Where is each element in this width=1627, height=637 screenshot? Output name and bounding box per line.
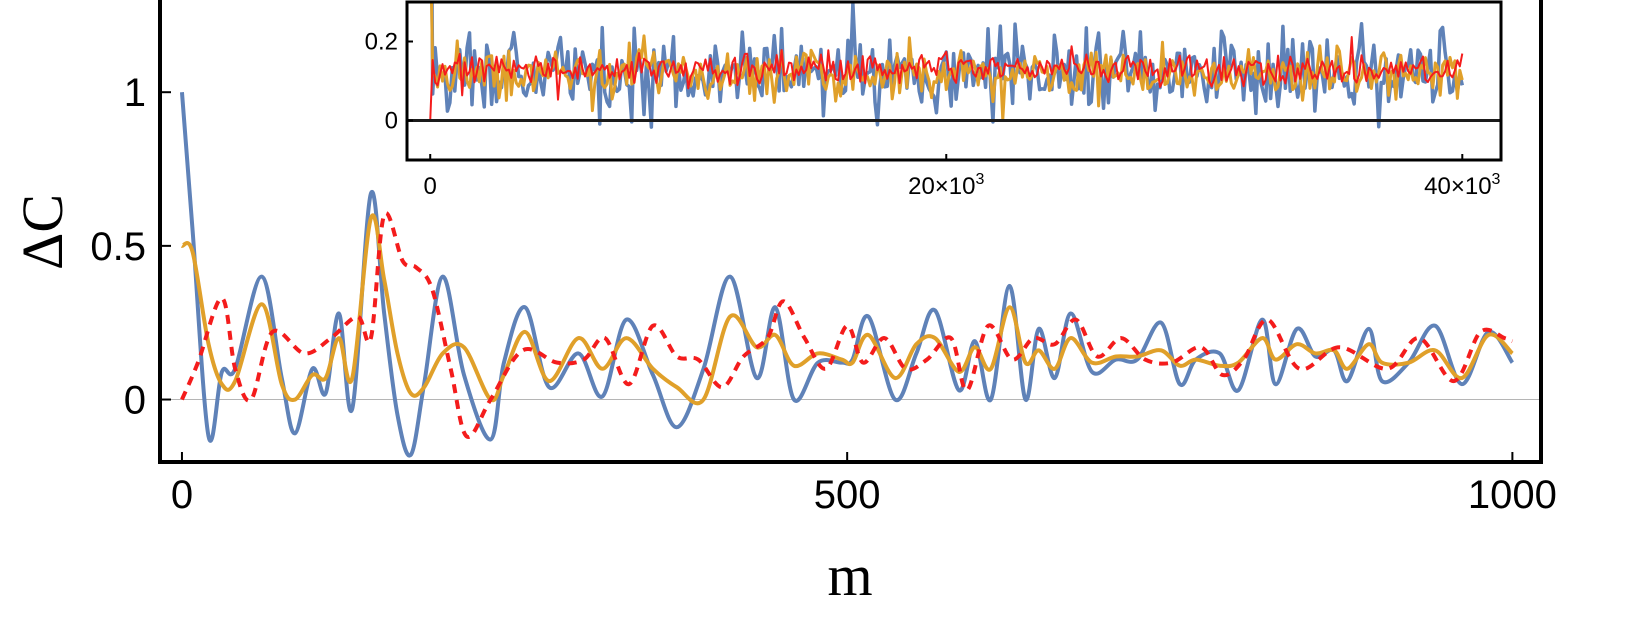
y-axis-title: ΔC: [10, 194, 75, 270]
inset-series-line-3: [429, 36, 1464, 121]
main-series-layer: [179, 92, 1515, 458]
main-plot-frame: [158, 0, 1543, 464]
main-tick-marks: [162, 91, 1514, 461]
main-x-tick-label-500: 500: [814, 473, 881, 517]
inset-tick-marks: [407, 40, 1464, 160]
inset-x-tick-label-40k: 40×103: [1424, 171, 1500, 200]
inset-x-tick-label-40k-mantissa: 40×10: [1424, 173, 1491, 200]
inset-x-tick-label-20k: 20×103: [908, 171, 984, 200]
inset-y-tick-label-0.2: 0.2: [365, 29, 398, 56]
x-axis-title: m: [827, 543, 872, 608]
main-x-tick-label-0: 0: [171, 473, 193, 517]
inset-plot-frame: [405, 0, 1503, 162]
inset-x-tick-label-40k-exponent: 3: [1492, 171, 1501, 188]
inset-series-layer: [429, 2, 1465, 129]
main-x-tick-label-1000: 1000: [1468, 473, 1557, 517]
inset-y-tick-label-0: 0: [385, 108, 398, 135]
inset-x-tick-label-20k-mantissa: 20×10: [908, 173, 975, 200]
inset-x-tick-label-0: 0: [424, 173, 437, 200]
inset-x-tick-label-20k-exponent: 3: [976, 171, 985, 188]
inset-series-line-2: [430, 2, 1464, 122]
main-y-tick-label-1: 1: [124, 71, 146, 115]
main-series-line-3: [180, 211, 1514, 439]
main-series-line-2: [179, 213, 1514, 406]
inset-chart: 0 20×103 40×103 0 0.2: [365, 0, 1503, 200]
main-chart: 0 500 1000 0 0.5 1 m ΔC: [10, 0, 1557, 608]
main-y-tick-label-0.5: 0.5: [90, 225, 146, 269]
main-y-tick-label-0: 0: [124, 379, 146, 423]
